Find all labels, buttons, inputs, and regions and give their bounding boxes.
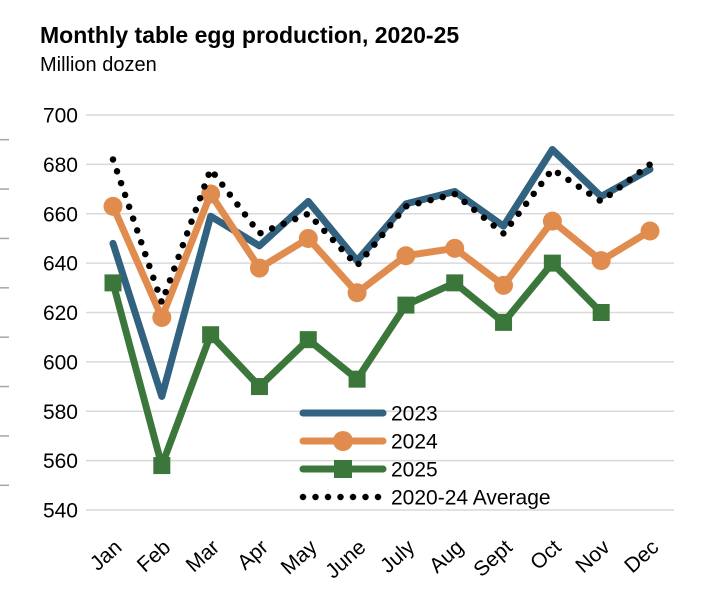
chart-title: Monthly table egg production, 2020-25 [40, 22, 460, 48]
series-2020-24-average [109, 156, 654, 306]
data-point-marker [104, 274, 122, 292]
y-tick-label: 680 [43, 154, 78, 177]
data-point-marker [446, 274, 464, 292]
y-tick-label: 620 [43, 302, 78, 325]
data-point-marker [347, 283, 367, 303]
data-point-marker [152, 307, 172, 327]
x-tick-label: June [321, 536, 370, 584]
x-tick-label: Oct [526, 536, 566, 575]
y-tick-label: 700 [43, 105, 78, 128]
x-tick-label: Dec [620, 536, 663, 578]
series-2025 [104, 254, 610, 475]
legend-item: 2023 [299, 403, 438, 426]
x-tick-label: July [376, 535, 420, 577]
x-tick-label: Jan [86, 536, 127, 576]
data-point-marker [202, 326, 220, 344]
legend-label: 2020-24 Average [391, 487, 551, 510]
data-point-marker [494, 275, 514, 295]
legend-label: 2025 [391, 459, 438, 482]
data-point-marker [249, 258, 269, 278]
y-tick-label: 640 [43, 253, 78, 276]
legend-item: 2024 [299, 431, 438, 454]
gridlines [86, 114, 674, 511]
x-tick-label: Nov [571, 535, 615, 577]
legend-label: 2023 [391, 403, 438, 426]
legend-item: 2020-24 Average [299, 487, 551, 510]
y-tick-label: 600 [43, 351, 78, 374]
data-point-marker [103, 196, 123, 216]
y-tick-label: 660 [43, 203, 78, 226]
chart-header: Monthly table egg production, 2020-25 Mi… [40, 22, 459, 77]
legend: 2023 2024 2025 2020-24 Average [299, 403, 551, 510]
data-point-marker [396, 246, 416, 266]
data-point-marker [153, 457, 171, 475]
data-point-marker [250, 378, 268, 396]
x-tick-label: Sept [469, 536, 517, 582]
data-point-marker [299, 331, 317, 349]
data-point-marker [543, 254, 561, 272]
data-point-marker [348, 370, 366, 388]
x-tick-label: Apr [233, 536, 273, 575]
data-point-marker [445, 238, 465, 258]
data-point-marker [298, 228, 318, 248]
legend-item: 2025 [299, 459, 438, 482]
x-tick-label: Aug [425, 536, 468, 578]
series-2024 [103, 184, 660, 327]
data-point-marker [542, 211, 562, 231]
y-tick-label: 580 [43, 401, 78, 424]
y-minor-ticks [0, 138, 9, 487]
x-tick-label: May [277, 535, 322, 579]
x-tick-label: Mar [182, 536, 224, 577]
y-tick-label: 560 [43, 450, 78, 473]
data-point-marker [640, 221, 660, 241]
y-axis-labels: 540 560 580 600 620 640 660 680 700 [43, 105, 78, 523]
x-tick-label: Feb [133, 536, 175, 577]
data-point-marker [495, 313, 513, 331]
chart-subtitle: Million dozen [40, 54, 157, 76]
x-axis-labels: Jan Feb Mar Apr May June July Aug Sept Oct Nov Dec [86, 535, 664, 583]
data-point-marker [397, 296, 415, 314]
y-tick-label: 540 [43, 500, 78, 523]
legend-label: 2024 [391, 431, 438, 454]
data-point-marker [592, 304, 610, 321]
data-point-marker [591, 251, 611, 271]
